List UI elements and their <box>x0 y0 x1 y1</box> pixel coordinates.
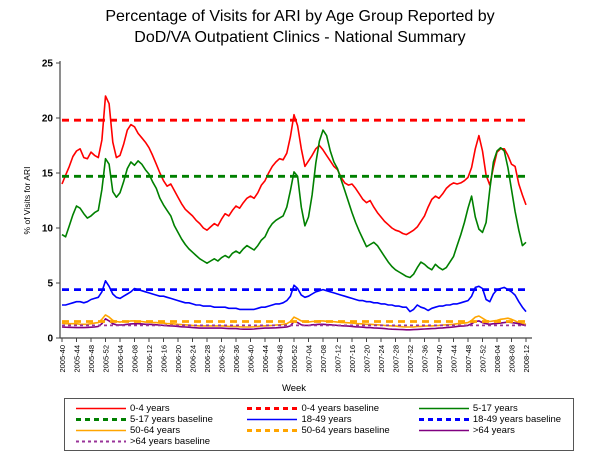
x-tick-label: 2007-04 <box>305 345 314 373</box>
x-tick-label: 2005-44 <box>73 345 82 373</box>
y-tick-label: 0 <box>47 334 53 345</box>
legend-label: 18-49 years baseline <box>472 414 562 425</box>
series-line-0-4-years <box>61 95 527 236</box>
x-tick-label: 2006-12 <box>145 345 154 373</box>
x-tick-label: 2007-08 <box>319 345 328 373</box>
x-tick-label: 2007-24 <box>377 345 386 373</box>
legend-line-sample-solid <box>76 407 126 410</box>
series-line-5-17-years <box>61 129 527 279</box>
legend-line-sample-solid <box>76 429 126 432</box>
x-tick-label: 2006-52 <box>290 345 299 373</box>
legend-line-sample-solid <box>418 429 469 432</box>
x-tick-label: 2007-36 <box>421 345 430 373</box>
x-tick-label: 2007-48 <box>464 345 473 373</box>
legend-label: 50-64 years baseline <box>301 425 390 436</box>
x-tick-label: 2006-04 <box>116 345 125 373</box>
legend-item-0-4-years-baseline: 0-4 years baseline <box>246 403 417 414</box>
legend-item-18-49-years: 18-49 years <box>246 414 417 425</box>
series-line-18-49-years <box>62 279 527 313</box>
legend-item-5-17-years: 5-17 years <box>418 403 573 414</box>
legend-label: 5-17 years <box>472 403 518 414</box>
y-axis-title: % of Visits for ARI <box>22 167 32 235</box>
x-tick-label: 2007-12 <box>334 345 343 373</box>
x-tick-label: 2005-48 <box>87 345 96 373</box>
legend-line-sample-solid <box>247 418 298 421</box>
legend-item-0-4-years: 0-4 years <box>75 403 246 414</box>
x-tick-label: 2007-32 <box>406 345 415 373</box>
x-tick-label: 2006-40 <box>247 345 256 373</box>
x-tick-label: 2005-52 <box>102 345 111 373</box>
legend-item-50-64-years: 50-64 years <box>75 425 246 436</box>
x-tick-label: 2006-44 <box>261 345 270 373</box>
x-tick-label: 2005-40 <box>58 345 67 373</box>
x-tick-label: 2006-28 <box>203 345 212 373</box>
legend-label: 18-49 years <box>301 414 352 425</box>
x-tick-label: 2007-40 <box>435 345 444 373</box>
x-tick-label: 2006-48 <box>276 345 285 373</box>
chart-title-line1: Percentage of Visits for ARI by Age Grou… <box>105 8 495 25</box>
x-tick-label: 2006-16 <box>160 345 169 373</box>
legend-item-64-years: >64 years <box>418 425 573 436</box>
chart-title-line2: DoD/VA Outpatient Clinics - National Sum… <box>134 29 466 46</box>
legend-item-64-years-baseline: >64 years baseline <box>75 436 246 447</box>
x-tick-label: 2007-52 <box>479 345 488 373</box>
legend-line-sample-dotted <box>76 440 126 443</box>
chart-title: Percentage of Visits for ARI by Age Grou… <box>0 6 600 48</box>
legend-label: 50-64 years <box>130 425 181 436</box>
x-tick-label: 2007-28 <box>392 345 401 373</box>
x-axis-title: Week <box>282 383 306 394</box>
x-tick-label: 2008-04 <box>493 345 502 373</box>
legend-item-50-64-years-baseline: 50-64 years baseline <box>246 425 417 436</box>
legend-item-5-17-years-baseline: 5-17 years baseline <box>75 414 246 425</box>
y-tick-label: 5 <box>47 279 53 290</box>
x-tick-label: 2006-20 <box>174 345 183 373</box>
y-tick-label: 15 <box>42 169 54 180</box>
legend-label: >64 years baseline <box>130 436 211 447</box>
y-tick-label: 10 <box>42 224 54 235</box>
x-tick-label: 2008-08 <box>508 345 517 373</box>
x-tick-label: 2006-36 <box>232 345 241 373</box>
legend-line-sample-solid <box>418 407 469 410</box>
legend-line-sample-dashed <box>247 407 298 410</box>
legend-label: 0-4 years <box>130 403 170 414</box>
legend-line-sample-dashed <box>418 418 469 421</box>
x-tick-label: 2006-32 <box>218 345 227 373</box>
legend-line-sample-dashed <box>247 429 298 432</box>
y-tick-label: 25 <box>42 59 54 70</box>
legend-label: >64 years <box>472 425 515 436</box>
legend-item-18-49-years-baseline: 18-49 years baseline <box>418 414 573 425</box>
legend-line-sample-dashed <box>76 418 126 421</box>
y-tick-label: 20 <box>42 114 54 125</box>
x-tick-label: 2006-08 <box>131 345 140 373</box>
legend-label: 5-17 years baseline <box>130 414 213 425</box>
x-tick-label: 2006-24 <box>189 345 198 373</box>
x-tick-label: 2007-44 <box>450 345 459 373</box>
chart-legend: 0-4 years 0-4 years baseline 5-17 years 5-1… <box>64 398 574 451</box>
x-tick-label: 2007-16 <box>348 345 357 373</box>
x-tick-label: 2008-12 <box>522 345 531 373</box>
legend-label: 0-4 years baseline <box>301 403 380 414</box>
x-tick-label: 2007-20 <box>363 345 372 373</box>
